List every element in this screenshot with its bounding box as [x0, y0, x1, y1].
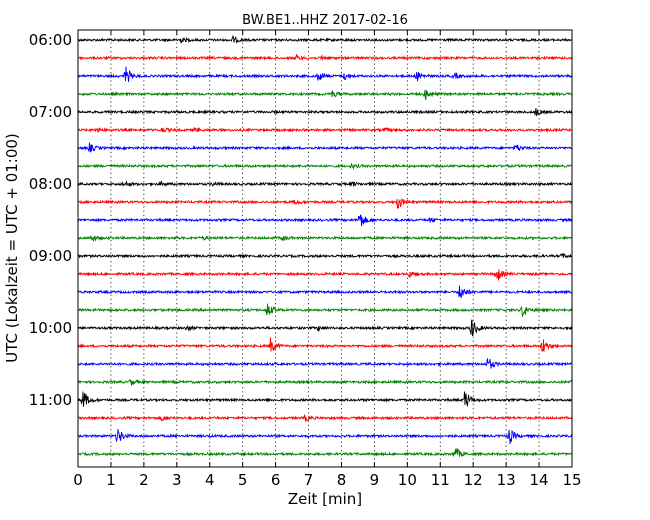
y-tick-label: 10:00	[29, 319, 72, 337]
trace-1130	[77, 429, 573, 445]
x-tick-label: 11	[431, 471, 450, 489]
x-tick-label: 14	[530, 471, 549, 489]
x-tick-label: 8	[337, 471, 347, 489]
x-tick-label: 12	[464, 471, 483, 489]
x-tick-label: 4	[205, 471, 215, 489]
trace-0800	[77, 180, 573, 188]
trace-1115	[77, 414, 573, 422]
x-tick-label: 15	[562, 471, 581, 489]
y-tick-label: 08:00	[29, 175, 72, 193]
trace-0945	[77, 303, 573, 317]
x-axis-label: Zeit [min]	[288, 490, 362, 508]
x-tick-label: 0	[73, 471, 83, 489]
x-tick-label: 5	[238, 471, 248, 489]
plot-frame	[77, 29, 573, 468]
x-tick-label: 3	[172, 471, 182, 489]
trace-1045	[77, 378, 573, 386]
chart-title: BW.BE1..HHZ 2017-02-16	[242, 13, 408, 28]
trace-0600	[77, 34, 573, 44]
trace-0730	[77, 142, 573, 153]
trace-0630	[77, 66, 573, 83]
trace-0815	[77, 198, 573, 209]
x-tick-label: 7	[304, 471, 314, 489]
x-tick-label: 13	[497, 471, 516, 489]
trace-0715	[77, 127, 573, 134]
trace-0745	[77, 162, 573, 171]
trace-0845	[77, 235, 573, 242]
grid-lines	[110, 30, 540, 467]
trace-1000	[77, 319, 573, 337]
trace-0700	[77, 108, 573, 117]
trace-1145	[77, 448, 573, 458]
trace-group	[77, 34, 573, 458]
trace-1030	[77, 358, 573, 369]
trace-0900	[77, 253, 573, 259]
y-tick-label: 11:00	[29, 391, 72, 409]
trace-0830	[77, 214, 573, 227]
x-tick-label: 2	[139, 471, 149, 489]
y-tick-label: 06:00	[29, 31, 72, 49]
trace-0930	[77, 285, 573, 299]
trace-0615	[77, 53, 573, 62]
y-axis-label: UTC (Lokalzeit = UTC + 01:00)	[3, 133, 21, 363]
trace-0645	[77, 89, 573, 100]
x-tick-label: 10	[398, 471, 417, 489]
trace-0915	[77, 269, 573, 281]
trace-1100	[77, 391, 573, 407]
y-tick-label: 07:00	[29, 103, 72, 121]
x-tick-label: 6	[271, 471, 281, 489]
y-tick-label: 09:00	[29, 247, 72, 265]
axis-ticks: 0 1 2 3 4 5 6 7 8 9 10 11 12 13 14 1506:0007:0008:0009:…	[29, 30, 582, 489]
trace-1015	[77, 337, 573, 352]
x-tick-label: 1	[106, 471, 116, 489]
x-tick-label: 9	[370, 471, 380, 489]
